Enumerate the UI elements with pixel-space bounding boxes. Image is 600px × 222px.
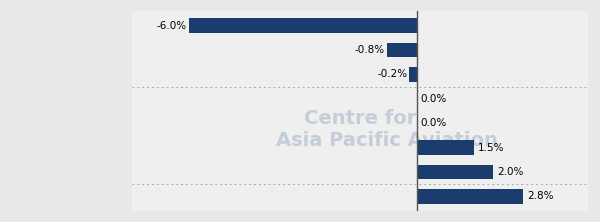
Text: 0.0%: 0.0%: [421, 118, 447, 128]
Text: -0.2%: -0.2%: [377, 69, 407, 79]
Bar: [417, 189, 523, 204]
Text: 1.5%: 1.5%: [478, 143, 504, 153]
Bar: [386, 43, 417, 57]
Bar: [409, 67, 417, 82]
Text: 0.0%: 0.0%: [421, 94, 447, 104]
Text: Asia Pacific Aviation: Asia Pacific Aviation: [275, 131, 497, 150]
Text: -0.8%: -0.8%: [355, 45, 385, 55]
Text: 2.0%: 2.0%: [497, 167, 523, 177]
Bar: [417, 165, 493, 179]
Text: -6.0%: -6.0%: [157, 21, 187, 31]
Bar: [417, 140, 474, 155]
Text: Centre for: Centre for: [304, 109, 416, 128]
Text: 2.8%: 2.8%: [527, 191, 554, 201]
Bar: [189, 18, 417, 33]
